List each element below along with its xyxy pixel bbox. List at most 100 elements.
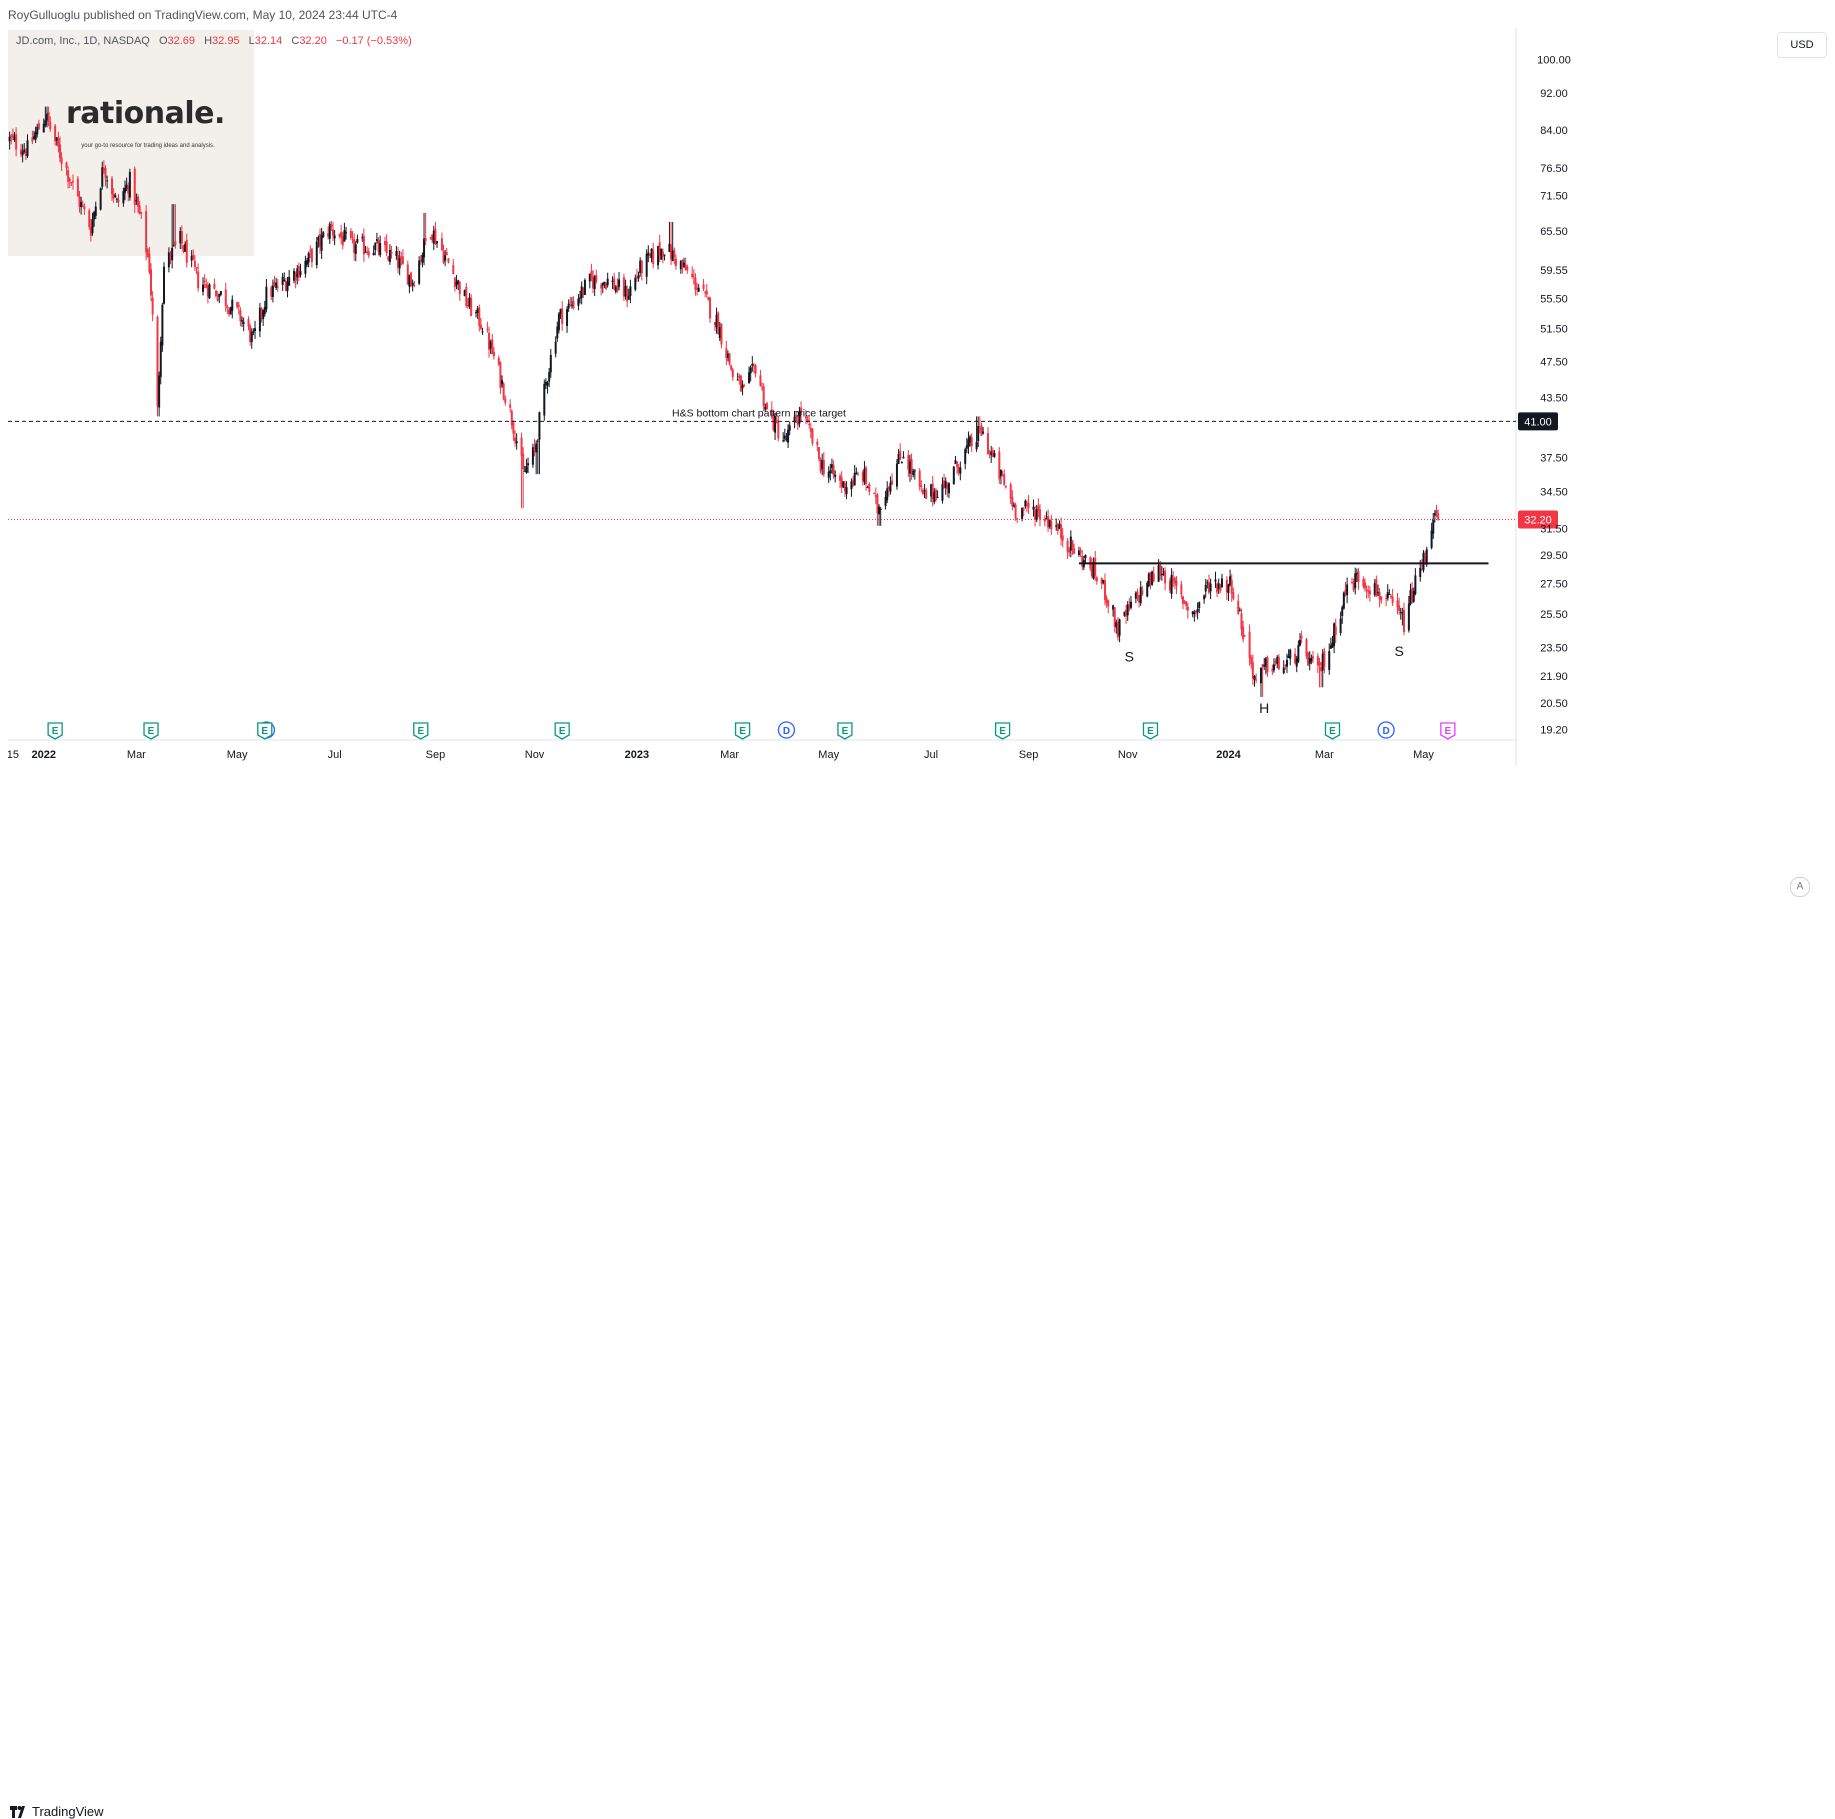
candle-body <box>117 199 120 202</box>
candle-body <box>1216 583 1219 593</box>
candle-body <box>11 134 14 138</box>
candle-body <box>965 445 968 449</box>
candle-body <box>588 273 591 282</box>
candle-body <box>273 282 276 285</box>
candle-body <box>967 439 970 448</box>
candle-body <box>1263 665 1266 667</box>
candle-body <box>743 385 746 387</box>
candle-body <box>748 372 751 384</box>
auto-scale-button[interactable]: A <box>1790 877 1810 897</box>
candle-body <box>777 422 780 439</box>
candle-body <box>629 286 632 297</box>
candle-body <box>501 380 504 385</box>
candle-body <box>54 125 57 142</box>
candle-body <box>1079 550 1082 553</box>
candle-body <box>583 280 586 296</box>
candle-body <box>26 140 29 157</box>
candle-body <box>1308 658 1311 664</box>
candle-body <box>713 322 716 326</box>
candle-body <box>614 286 617 292</box>
price-chart[interactable]: H&S bottom chart pattern price target 41.… <box>8 28 1778 868</box>
candle-body <box>457 280 460 284</box>
candlesticks <box>8 106 1440 697</box>
event-markers: EEDEEEEDEEEEDE <box>47 721 1456 740</box>
price-tick-label: 20.50 <box>1540 698 1568 710</box>
candle-body <box>320 235 323 251</box>
candle-body <box>452 264 455 275</box>
candle-body <box>1378 591 1381 600</box>
pattern-label: S <box>1125 648 1134 664</box>
candle-body <box>122 191 125 204</box>
candle-body <box>1084 555 1087 559</box>
candle-body <box>566 308 569 326</box>
candle-body <box>1277 656 1280 670</box>
candle-body <box>1388 594 1391 596</box>
earnings-marker-icon <box>554 722 570 740</box>
candle-body <box>804 416 807 419</box>
candle-body <box>453 277 456 288</box>
candle-body <box>338 233 341 236</box>
price-target-badge <box>1518 412 1558 431</box>
candle-body <box>83 205 86 210</box>
candle-body <box>47 112 50 122</box>
price-tick-label: 76.50 <box>1540 163 1568 175</box>
ohlc-legend[interactable]: JD.com, Inc., 1D, NASDAQ O32.69 H32.95 L… <box>16 35 412 47</box>
price-tick-label: 23.50 <box>1540 642 1568 654</box>
candle-body <box>1095 577 1098 582</box>
candle-body <box>1321 653 1324 671</box>
candle-body <box>288 276 291 286</box>
candle-body <box>49 121 52 130</box>
price-tick-label: 55.50 <box>1540 293 1568 305</box>
tradingview-logo[interactable]: TradingView <box>10 1804 104 1819</box>
event-marker-label: E <box>1445 726 1452 737</box>
time-tick-label: Nov <box>1118 749 1138 761</box>
candle-body <box>964 449 967 464</box>
candle-body <box>431 234 434 241</box>
candle-body <box>184 243 187 252</box>
pattern-label: S <box>1394 643 1403 659</box>
candle-body <box>1134 592 1137 599</box>
currency-button[interactable]: USD <box>1777 32 1827 58</box>
candle-body <box>897 453 900 464</box>
candle-body <box>580 286 583 299</box>
candle-body <box>775 419 778 423</box>
symbol-title[interactable]: JD.com, Inc., 1D, NASDAQ <box>16 35 150 47</box>
candle-body <box>1310 657 1313 662</box>
candle-body <box>384 241 387 246</box>
open-label: O <box>158 35 168 47</box>
candle-body <box>1284 664 1287 666</box>
candle-body <box>1323 651 1326 667</box>
candle-body <box>692 275 695 277</box>
earnings-marker-icon <box>47 722 63 740</box>
candle-body <box>821 460 824 469</box>
candle-body <box>536 440 539 442</box>
candle-body <box>921 490 924 494</box>
candle-body <box>1282 667 1285 674</box>
time-tick-label: 15 <box>8 749 19 761</box>
time-tick-label: May <box>818 749 839 761</box>
candle-body <box>148 253 151 273</box>
candle-body <box>476 308 479 314</box>
price-tick-label: 71.50 <box>1540 190 1568 202</box>
candle-body <box>993 453 996 457</box>
candle-body <box>1259 667 1262 684</box>
candle-body <box>645 253 648 277</box>
candle-body <box>429 237 432 239</box>
candle-body <box>899 450 902 460</box>
time-tick-label: Jul <box>328 749 342 761</box>
candle-body <box>811 428 814 444</box>
candle-body <box>341 236 344 246</box>
candle-body <box>668 243 671 253</box>
published-by: RoyGulluoglu published on TradingView.co… <box>8 8 398 22</box>
candle-body <box>70 181 73 184</box>
candle-body <box>133 168 136 206</box>
time-axis: 15 2022 Mar May Jul Sep Nov 2023 Mar May Jul Sep Nov… <box>8 749 1434 761</box>
candle-body <box>488 332 491 350</box>
candle-body <box>635 276 638 278</box>
candle-body <box>1022 509 1025 511</box>
event-marker-label: E <box>417 726 424 737</box>
candle-body <box>432 230 435 244</box>
candle-body <box>379 243 382 256</box>
event-marker-label: E <box>261 726 268 737</box>
candle-body <box>855 472 858 475</box>
